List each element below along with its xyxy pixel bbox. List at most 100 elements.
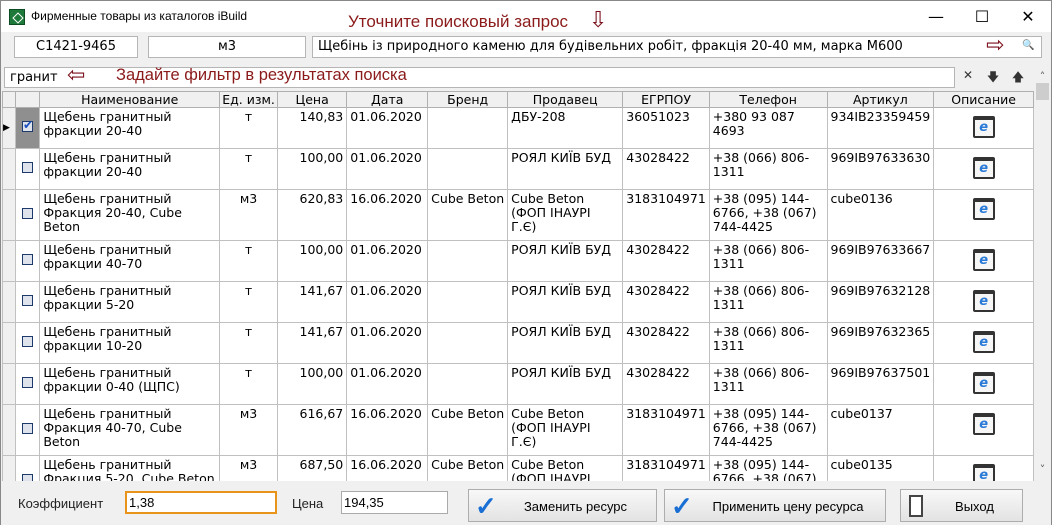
cell-price: 687,50 xyxy=(276,455,348,481)
arrow-down-icon: ⇩ xyxy=(589,8,608,33)
check-header xyxy=(14,91,41,108)
cell-date: 01.06.2020 xyxy=(346,240,429,282)
scroll-up-icon[interactable]: ˄ xyxy=(1039,70,1046,83)
table-row[interactable]: Щебень гранитный Фракция 40-70, Cube Bet… xyxy=(2,404,1034,456)
table-row[interactable]: ▶ Щебень гранитный фракции 20-40т140,8301… xyxy=(2,107,1034,149)
column-header-name[interactable]: Наименование xyxy=(39,91,221,108)
coefficient-input[interactable]: 1,38 xyxy=(125,491,277,514)
cell-seller: РОЯЛ КИЇВ БУД xyxy=(507,363,624,405)
cell-date: 16.06.2020 xyxy=(346,455,429,481)
resource-code-field: С1421-9465 xyxy=(14,36,138,58)
cell-price: 616,67 xyxy=(276,404,348,456)
cell-egrpou: 3183104971 xyxy=(622,404,710,456)
row-checkbox[interactable] xyxy=(22,377,34,388)
row-checkbox-cell xyxy=(14,281,41,323)
column-header-description[interactable]: Описание xyxy=(933,91,1034,108)
cell-article: 969IB97633667 xyxy=(826,240,935,282)
cell-article: 969IB97632128 xyxy=(826,281,935,323)
row-checkbox[interactable] xyxy=(22,118,33,132)
row-checkbox[interactable] xyxy=(22,423,34,434)
cell-brand xyxy=(427,363,509,405)
cell-phone: +38 (066) 806-1311 xyxy=(708,281,828,323)
column-header-unit[interactable]: Ед. изм. xyxy=(219,91,278,108)
browser-description-icon[interactable]: e xyxy=(972,116,995,138)
row-checkbox[interactable] xyxy=(22,208,34,219)
checkmark-icon: ✓ xyxy=(671,491,693,521)
door-exit-icon xyxy=(909,495,923,517)
browser-description-icon[interactable]: e xyxy=(972,249,995,271)
cell-brand xyxy=(427,148,509,190)
cell-phone: +38 (066) 806-1311 xyxy=(708,240,828,282)
table-row[interactable]: Щебень гранитный фракции 0-40 (ЩПС) т 100,… xyxy=(2,363,1034,405)
filter-text: гранит xyxy=(10,70,58,85)
coefficient-label: Коэффициент xyxy=(18,496,104,511)
table-row[interactable]: Щебень гранитный фракции 5-20 т 141,67 01.0… xyxy=(2,281,1034,323)
cell-unit: м3 xyxy=(219,404,278,456)
cell-name: Щебень гранитный фракции 20-40 xyxy=(39,148,221,190)
filter-input[interactable]: гранит xyxy=(4,67,955,88)
browser-description-icon[interactable]: e xyxy=(972,157,995,179)
browser-description-icon[interactable]: e xyxy=(972,290,995,312)
clear-filter-button[interactable]: ✕ xyxy=(962,68,974,82)
column-header-price[interactable]: Цена xyxy=(276,91,348,108)
row-checkbox[interactable] xyxy=(22,474,34,481)
browser-description-icon[interactable]: e xyxy=(972,464,995,481)
price-label: Цена xyxy=(292,496,324,511)
table-row[interactable]: Щебень гранитный Фракция 5-20, Cube Beto… xyxy=(2,455,1034,481)
cell-brand xyxy=(427,240,509,282)
column-header-date[interactable]: Дата xyxy=(346,91,429,108)
scroll-thumb[interactable] xyxy=(1036,83,1049,100)
column-header-seller[interactable]: Продавец xyxy=(507,91,624,108)
scroll-down-icon[interactable]: ˅ xyxy=(1039,463,1046,476)
row-checkbox[interactable] xyxy=(22,295,34,306)
column-header-brand[interactable]: Бренд xyxy=(427,91,509,108)
row-indicator xyxy=(2,363,16,405)
cell-phone: +38 (095) 144-6766, +38 (067) 744-4425 xyxy=(708,455,828,481)
cell-phone: +38 (095) 144-6766, +38 (067) 744-4425 xyxy=(708,404,828,456)
bottom-panel: Коэффициент 1,38 Цена 194,35 ✓ Заменить р… xyxy=(1,481,1051,525)
prev-match-button[interactable]: 🡅 xyxy=(1011,70,1025,84)
price-input[interactable]: 194,35 xyxy=(341,491,448,514)
cell-date: 01.06.2020 xyxy=(346,281,429,323)
row-checkbox[interactable] xyxy=(22,336,34,347)
cell-article: 969IB97632365 xyxy=(826,322,935,364)
cell-price: 141,67 xyxy=(276,281,348,323)
cell-date: 01.06.2020 xyxy=(346,363,429,405)
search-query-input[interactable]: Щебінь із природного каменю для будівель… xyxy=(312,36,1042,58)
maximize-button[interactable]: ☐ xyxy=(974,7,990,26)
cell-unit: м3 xyxy=(219,189,278,241)
cell-date: 16.06.2020 xyxy=(346,189,429,241)
browser-description-icon[interactable]: e xyxy=(972,198,995,220)
row-checkbox[interactable] xyxy=(22,162,34,173)
column-header-article[interactable]: Артикул xyxy=(826,91,935,108)
cell-seller: РОЯЛ КИЇВ БУД xyxy=(507,240,624,282)
next-match-button[interactable]: 🡇 xyxy=(986,70,1000,84)
row-checkbox-cell xyxy=(14,363,41,405)
column-header-egrpou[interactable]: ЕГРПОУ xyxy=(622,91,710,108)
browser-description-icon[interactable]: e xyxy=(972,331,995,353)
cell-price: 140,83 xyxy=(276,107,348,149)
cell-seller: РОЯЛ КИЇВ БУД xyxy=(507,281,624,323)
table-row[interactable]: Щебень гранитный фракции 20-40 т 100,00 01.… xyxy=(2,148,1034,190)
browser-description-icon[interactable]: e xyxy=(972,413,995,435)
title-bar: Фирменные товары из каталогов iBuild — ☐… xyxy=(1,1,1051,32)
cell-egrpou: 43028422 xyxy=(622,148,710,190)
window-title: Фирменные товары из каталогов iBuild xyxy=(31,9,248,23)
replace-resource-button[interactable]: ✓ Заменить ресурс xyxy=(468,489,657,522)
exit-button[interactable]: Выход xyxy=(900,489,1023,522)
cell-article: cube0135 xyxy=(826,455,935,481)
row-checkbox[interactable] xyxy=(22,254,34,265)
table-row[interactable]: Щебень гранитный фракции 10-20 т 141,67 01.… xyxy=(2,322,1034,364)
column-header-phone[interactable]: Телефон xyxy=(708,91,828,108)
apply-price-button[interactable]: ✓ Применить цену ресурса xyxy=(664,489,886,522)
cell-description: e xyxy=(933,322,1034,364)
browser-description-icon[interactable]: e xyxy=(972,372,995,394)
minimize-button[interactable]: — xyxy=(928,7,944,26)
vertical-scrollbar[interactable]: ˄ ˅ xyxy=(1034,70,1051,481)
table-row[interactable]: Щебень гранитный фракции 40-70 т 100,00 01.… xyxy=(2,240,1034,282)
close-button[interactable]: ✕ xyxy=(1021,7,1035,26)
cell-description: e xyxy=(933,281,1034,323)
search-icon[interactable]: 🔍 xyxy=(1022,40,1035,51)
table-row[interactable]: Щебень гранитный Фракция 20-40, Cube Bet… xyxy=(2,189,1034,241)
cell-egrpou: 3183104971 xyxy=(622,189,710,241)
